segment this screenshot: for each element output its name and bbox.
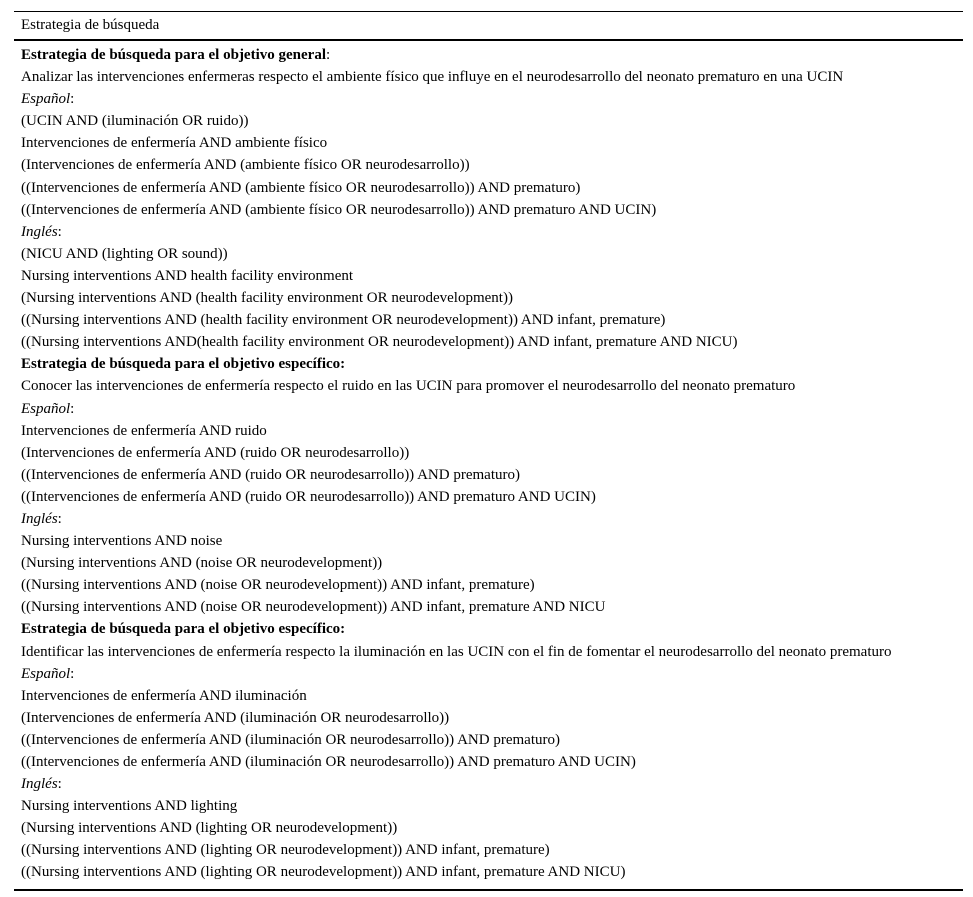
table-row: Estrategia de búsqueda para el objetivo … [21, 44, 959, 66]
search-strategy-table: Estrategia de búsqueda Estrategia de bús… [14, 11, 963, 891]
table-row: Intervenciones de enfermería AND ruido [21, 420, 959, 442]
table-row-text: : [57, 510, 62, 527]
table-row: Español: [21, 398, 959, 420]
table-header-row: Estrategia de búsqueda [14, 12, 963, 41]
table-row: ((Nursing interventions AND(health facil… [21, 331, 959, 353]
table-row-text: ((Intervenciones de enfermería AND (ambi… [21, 179, 581, 196]
table-row-text: : [57, 223, 62, 240]
table-row-text: : [326, 47, 331, 63]
table-row-text: Inglés [21, 510, 58, 527]
table-row-text: Inglés [21, 223, 58, 240]
table-row: ((Nursing interventions AND (lighting OR… [21, 839, 959, 861]
table-row-text: Intervenciones de enfermería AND ruido [21, 422, 267, 439]
table-row-text: (UCIN AND (iluminación OR ruido)) [21, 113, 249, 130]
table-row-text: : [57, 776, 62, 793]
table-row-text: Estrategia de búsqueda para el objetivo … [21, 356, 346, 373]
table-row: Inglés: [21, 221, 959, 243]
table-row: Intervenciones de enfermería AND ambient… [21, 132, 959, 154]
table-row: (Nursing interventions AND (noise OR neu… [21, 552, 959, 574]
table-row-text: ((Intervenciones de enfermería AND (ambi… [21, 201, 657, 218]
table-row-text: Inglés [21, 776, 58, 793]
table-row: (Intervenciones de enfermería AND (ruido… [21, 442, 959, 464]
table-row-text: Español [21, 91, 71, 108]
table-row: ((Intervenciones de enfermería AND (ambi… [21, 199, 959, 221]
table-row-text: (Intervenciones de enfermería AND (ilumi… [21, 709, 450, 726]
table-row-text: Analizar las intervenciones enfermeras r… [21, 69, 844, 86]
table-row: Inglés: [21, 508, 959, 530]
table-row: Español: [21, 663, 959, 685]
table-row-text: Español [21, 400, 71, 417]
table-row: Nursing interventions AND noise [21, 530, 959, 552]
table-row-text: ((Intervenciones de enfermería AND (ilum… [21, 731, 560, 748]
table-row-text: (NICU AND (lighting OR sound)) [21, 245, 228, 262]
table-row: Analizar las intervenciones enfermeras r… [21, 66, 959, 88]
table-row-text: Intervenciones de enfermería AND ambient… [21, 135, 328, 152]
table-row: ((Nursing interventions AND (health faci… [21, 309, 959, 331]
table-row-text: Conocer las intervenciones de enfermería… [21, 378, 796, 395]
table-row: ((Intervenciones de enfermería AND (ilum… [21, 729, 959, 751]
table-row: Inglés: [21, 773, 959, 795]
table-row-text: Nursing interventions AND health facilit… [21, 267, 354, 284]
table-row-text: ((Intervenciones de enfermería AND (ruid… [21, 488, 596, 505]
table-row: ((Intervenciones de enfermería AND (ruid… [21, 486, 959, 508]
table-row: ((Intervenciones de enfermería AND (ruid… [21, 464, 959, 486]
table-row: ((Intervenciones de enfermería AND (ilum… [21, 751, 959, 773]
table-row-text: ((Intervenciones de enfermería AND (ilum… [21, 754, 636, 770]
table-body: Estrategia de búsqueda para el objetivo … [14, 41, 963, 889]
table-row-text: Nursing interventions AND noise [21, 533, 223, 550]
table-row-text: ((Nursing interventions AND(health facil… [21, 334, 738, 351]
table-row-text: : [70, 400, 75, 417]
table-row: ((Nursing interventions AND (noise OR ne… [21, 574, 959, 596]
table-row: (Nursing interventions AND (health facil… [21, 287, 959, 309]
table-row: Español: [21, 88, 959, 110]
table-row-text: (Nursing interventions AND (health facil… [21, 290, 513, 307]
table-row: Estrategia de búsqueda para el objetivo … [21, 618, 959, 640]
table-header-label: Estrategia de búsqueda [21, 17, 160, 33]
table-row-text: ((Nursing interventions AND (health faci… [21, 312, 666, 329]
table-row-text: Nursing interventions AND lighting [21, 798, 238, 815]
table-row-text: Intervenciones de enfermería AND ilumina… [21, 687, 307, 704]
table-row-text: Estrategia de búsqueda para el objetivo … [21, 621, 346, 638]
table-row-text: ((Nursing interventions AND (noise OR ne… [21, 599, 606, 616]
table-row: Identificar las intervenciones de enferm… [21, 641, 959, 663]
table-row-text: (Nursing interventions AND (noise OR neu… [21, 555, 383, 572]
table-row: Estrategia de búsqueda para el objetivo … [21, 353, 959, 375]
table-row: Nursing interventions AND lighting [21, 795, 959, 817]
table-row-text: Español [21, 665, 71, 682]
table-row: Conocer las intervenciones de enfermería… [21, 375, 959, 397]
table-row-text: (Intervenciones de enfermería AND (ambie… [21, 157, 470, 174]
table-row: ((Intervenciones de enfermería AND (ambi… [21, 177, 959, 199]
table-row-text: : [70, 665, 75, 682]
table-row-text: ((Intervenciones de enfermería AND (ruid… [21, 466, 520, 483]
table-row: (NICU AND (lighting OR sound)) [21, 243, 959, 265]
table-row: (Nursing interventions AND (lighting OR … [21, 817, 959, 839]
table-row: (Intervenciones de enfermería AND (ilumi… [21, 707, 959, 729]
table-row-text: (Intervenciones de enfermería AND (ruido… [21, 444, 410, 461]
table-row: ((Nursing interventions AND (noise OR ne… [21, 596, 959, 618]
table-row: (UCIN AND (iluminación OR ruido)) [21, 110, 959, 132]
table-row: Nursing interventions AND health facilit… [21, 265, 959, 287]
table-row-text: ((Nursing interventions AND (lighting OR… [21, 864, 626, 881]
table-row: Intervenciones de enfermería AND ilumina… [21, 685, 959, 707]
table-row-text: : [70, 91, 75, 108]
table-row-text: Identificar las intervenciones de enferm… [21, 643, 892, 660]
table-row-text: ((Nursing interventions AND (lighting OR… [21, 842, 550, 859]
table-row: (Intervenciones de enfermería AND (ambie… [21, 154, 959, 176]
table-row: ((Nursing interventions AND (lighting OR… [21, 861, 959, 883]
table-row-text: Estrategia de búsqueda para el objetivo … [21, 47, 326, 63]
table-row-text: (Nursing interventions AND (lighting OR … [21, 820, 398, 837]
table-row-text: ((Nursing interventions AND (noise OR ne… [21, 577, 535, 594]
